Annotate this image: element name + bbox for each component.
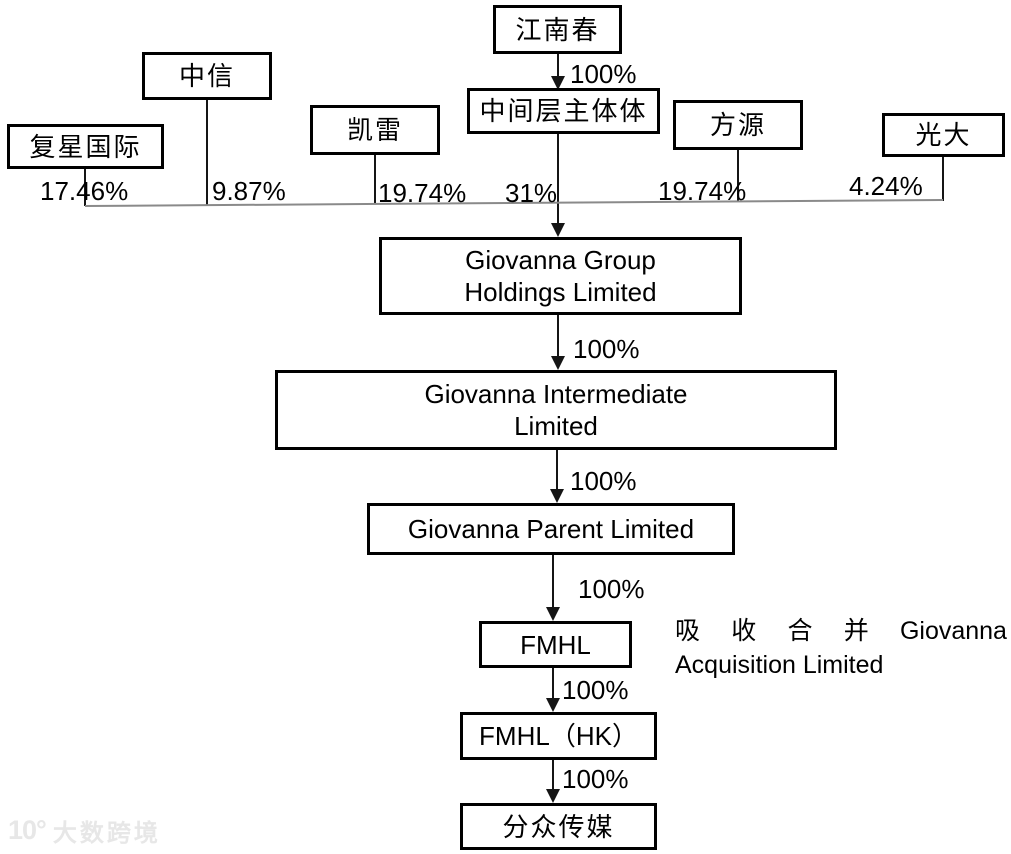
pct-jiangnanchun-zhongjianceng: 100% — [570, 59, 637, 89]
node-label-line2: Holdings Limited — [464, 277, 657, 307]
pct-fmhlhk-fenzhong: 100% — [562, 764, 629, 794]
pct-fmhl-fmhlhk: 100% — [562, 675, 629, 705]
node-label: Giovanna Parent Limited — [407, 514, 695, 544]
node-fmhl: FMHL — [479, 621, 632, 668]
node-giovanna-parent: Giovanna Parent Limited — [367, 503, 735, 555]
node-zhongjianceng: 中间层主体体 — [467, 88, 660, 134]
watermark-text: 大数跨境 — [52, 820, 161, 847]
annotation-cn-char: 吸 — [675, 617, 701, 645]
node-label-line2: Limited — [514, 411, 598, 441]
pct-fangyuan: 19.74% — [658, 176, 747, 206]
watermark: 10° 大数跨境 — [8, 813, 161, 848]
arrowhead-intermediate — [551, 356, 565, 370]
node-label-line1: Giovanna Intermediate — [424, 379, 688, 409]
pct-kailei: 19.74% — [378, 178, 467, 208]
pct-intermediate-parent: 100% — [570, 466, 637, 496]
pct-group-intermediate: 100% — [573, 334, 640, 364]
node-label-line1: Giovanna Group — [465, 245, 656, 275]
shareholder-bus-line — [84, 199, 944, 207]
merger-annotation: 吸 收 合 并 Giovanna Acquisition Limited — [675, 614, 1007, 682]
node-label: 光大 — [915, 120, 972, 150]
node-guangda: 光大 — [882, 113, 1005, 157]
arrowhead-zhongjianceng — [551, 76, 565, 90]
arrowhead-group — [551, 223, 565, 237]
node-label: 江南春 — [515, 14, 600, 45]
node-giovanna-group-holdings: Giovanna Group Holdings Limited — [379, 237, 742, 315]
node-label: FMHL（HK） — [479, 721, 638, 751]
annotation-en-word: Giovanna — [899, 617, 1007, 645]
watermark-logo-icon: 10° — [8, 815, 47, 845]
pct-parent-fmhl: 100% — [578, 574, 645, 604]
arrowhead-fmhl — [546, 607, 560, 621]
node-label: 方源 — [709, 110, 766, 140]
arrowhead-parent — [550, 489, 564, 503]
merger-annotation-line1: 吸 收 合 并 Giovanna — [675, 614, 1007, 648]
pct-zhongjianceng: 31% — [505, 178, 558, 208]
node-kailei: 凯雷 — [310, 105, 440, 155]
annotation-cn-char: 并 — [843, 617, 869, 645]
pct-zhongxin: 9.87% — [212, 176, 286, 206]
node-label: 分众传媒 — [502, 811, 615, 842]
node-fenzhong-chuanmei: 分众传媒 — [460, 803, 657, 850]
arrowhead-fenzhong — [546, 789, 560, 803]
node-label: FMHL — [520, 629, 591, 660]
node-fmhl-hk: FMHL（HK） — [460, 712, 657, 760]
merger-annotation-line2: Acquisition Limited — [675, 651, 884, 679]
node-label: 复星国际 — [29, 131, 142, 162]
node-label: 中信 — [178, 61, 235, 91]
arrowhead-fmhlhk — [546, 698, 560, 712]
annotation-cn-char: 收 — [731, 617, 757, 645]
annotation-cn-char: 合 — [787, 617, 813, 645]
node-label: 中间层主体体 — [479, 96, 648, 126]
node-zhongxin: 中信 — [142, 52, 272, 100]
node-fangyuan: 方源 — [673, 100, 803, 150]
pct-guangda: 4.24% — [849, 171, 923, 201]
pct-fuxing: 17.46% — [40, 176, 129, 206]
node-giovanna-intermediate: Giovanna Intermediate Limited — [275, 370, 837, 450]
node-jiang-nanchun: 江南春 — [493, 5, 622, 54]
node-label: 凯雷 — [346, 115, 403, 145]
node-fuxing: 复星国际 — [7, 124, 164, 169]
